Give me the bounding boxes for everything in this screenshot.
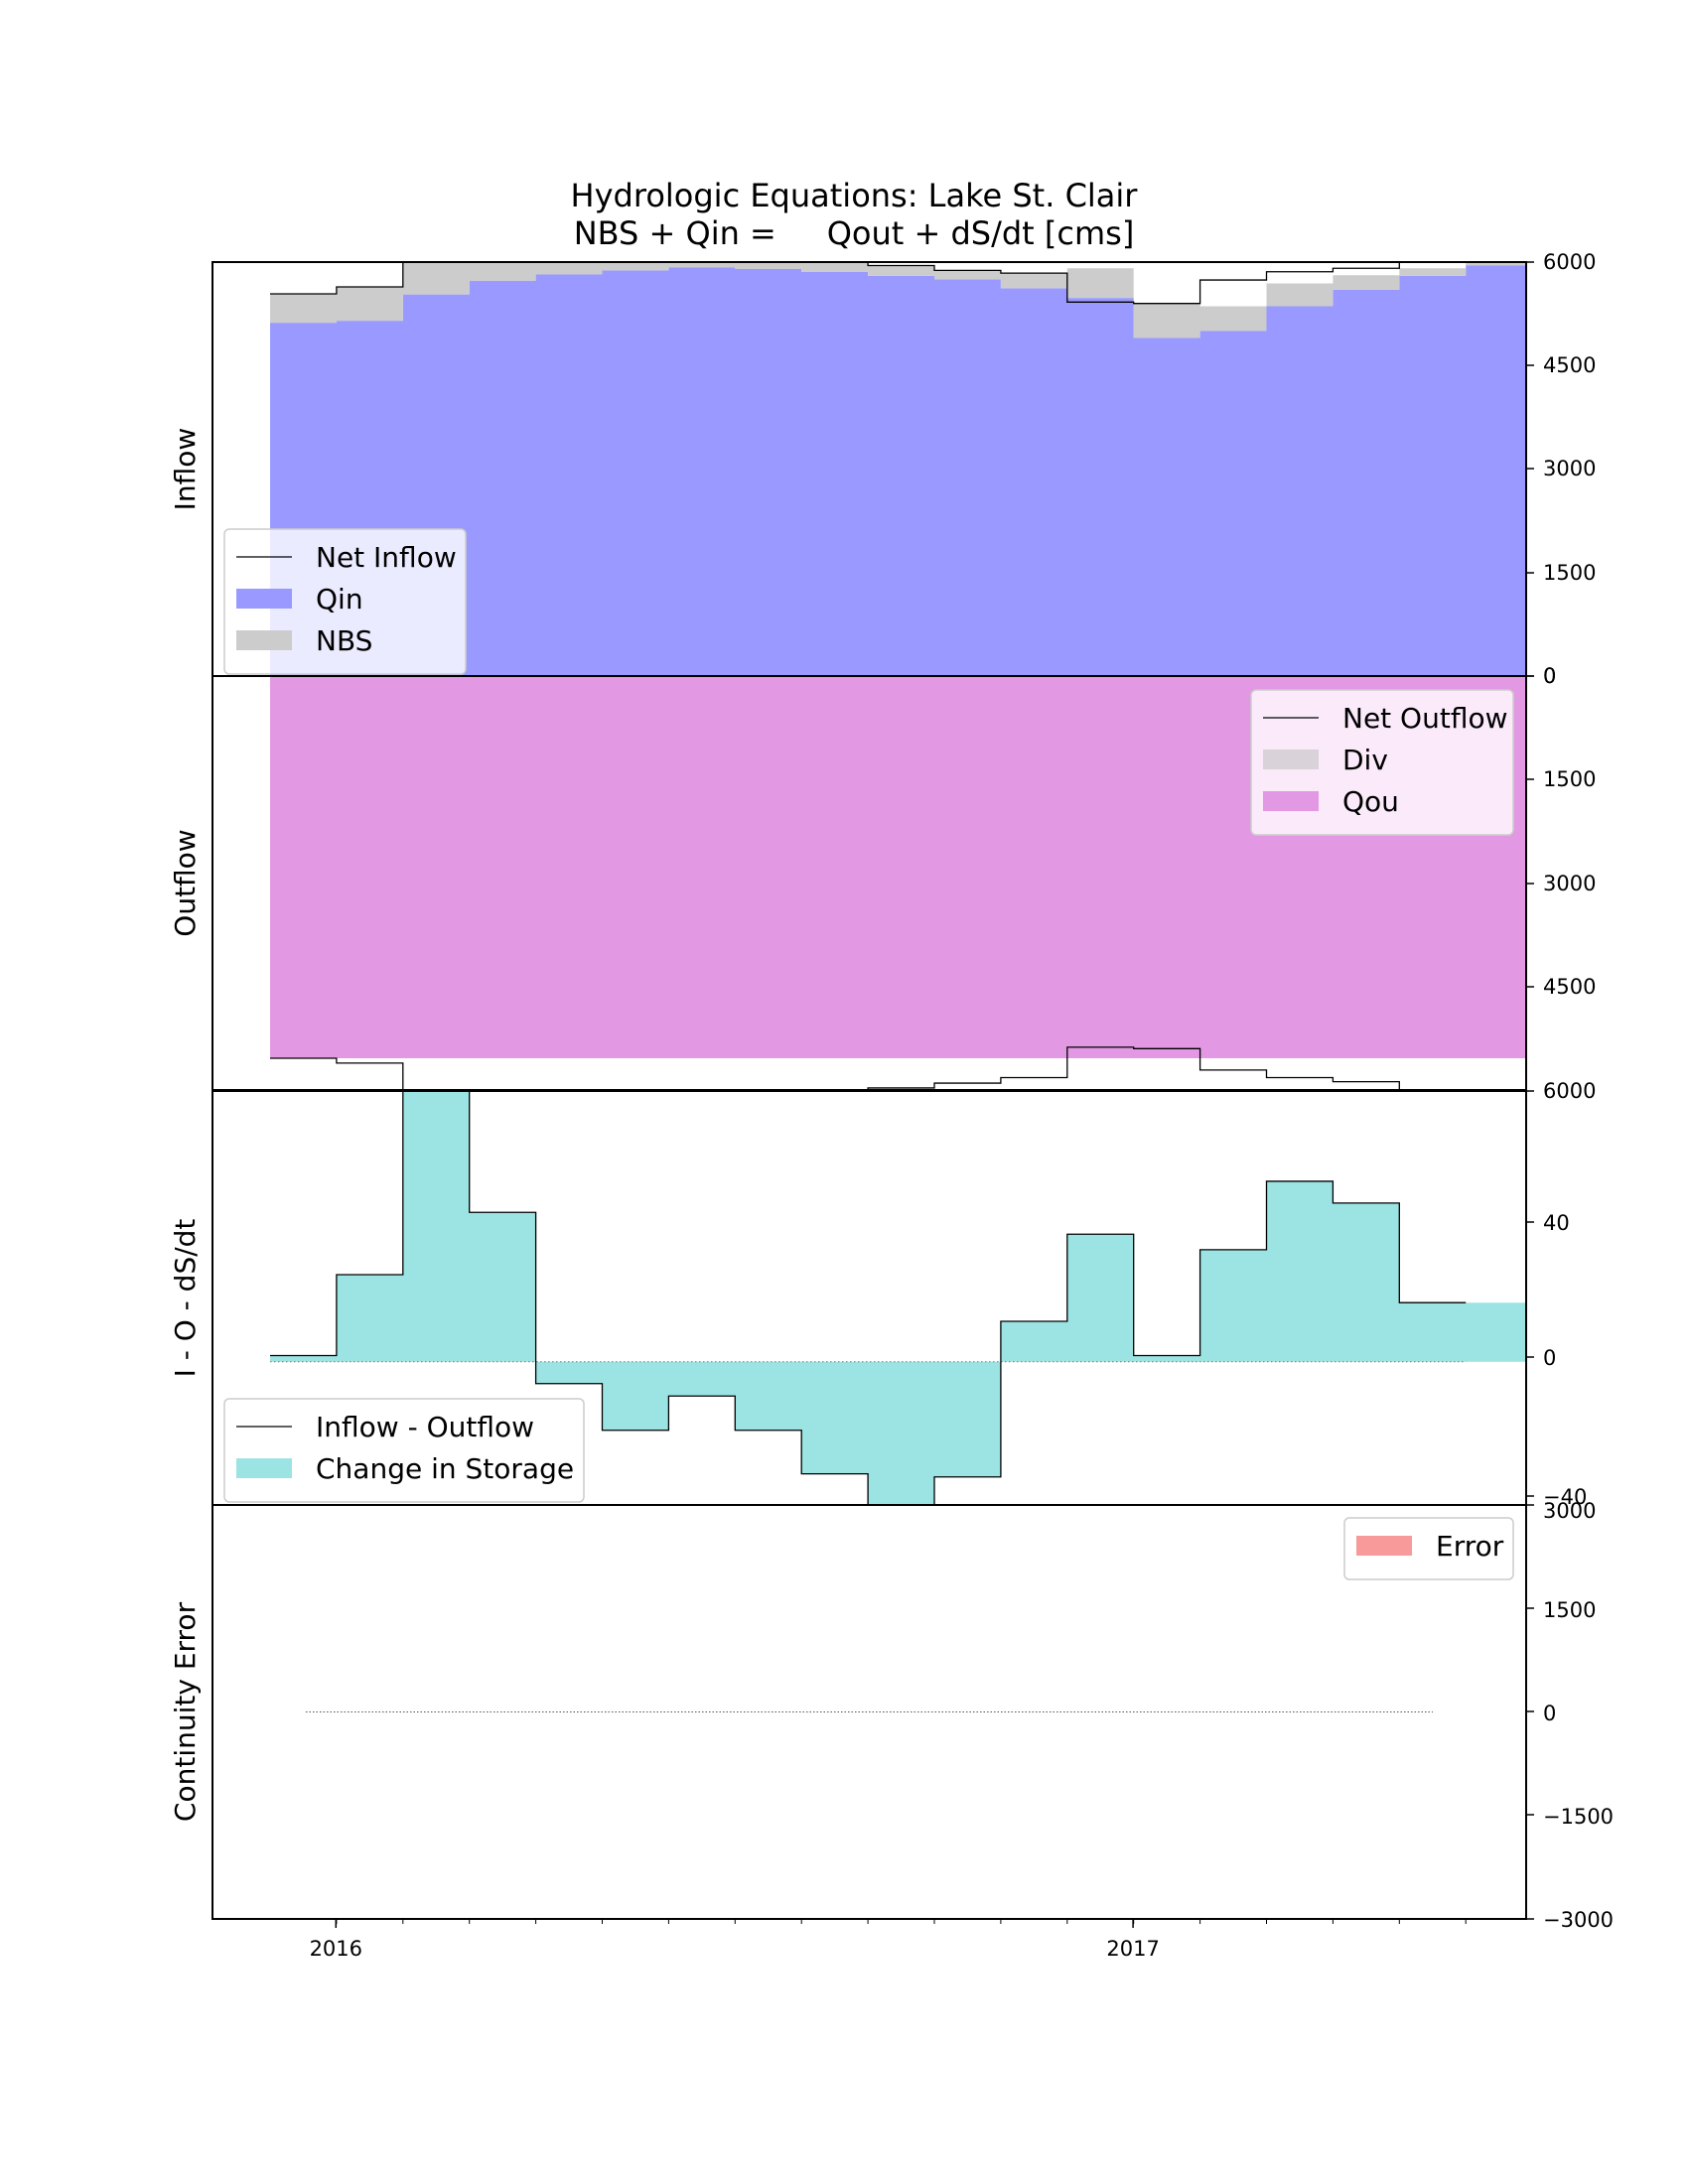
xtick-label: 2017 xyxy=(1106,1937,1159,1961)
legend-outflow: Net Outflow Div Qou xyxy=(1250,689,1514,836)
ytick-label: 0 xyxy=(1543,1346,1556,1370)
legend-label: NBS xyxy=(316,624,372,657)
ylabel-error: Continuity Error xyxy=(169,1601,202,1822)
ytick-label: 40 xyxy=(1543,1211,1570,1235)
legend-label: Net Outflow xyxy=(1342,702,1507,735)
ytick-label: 0 xyxy=(1543,664,1556,688)
legend-swatch-patch xyxy=(236,589,292,609)
legend-swatch-patch xyxy=(236,1458,292,1478)
legend-label: Error xyxy=(1436,1530,1504,1563)
legend-swatch-patch xyxy=(1356,1536,1412,1556)
ytick-label: −1500 xyxy=(1543,1805,1614,1829)
legend-label: Net Inflow xyxy=(316,541,457,574)
plot-area-storage xyxy=(270,1091,1526,1505)
ytick-label: −40 xyxy=(1543,1485,1587,1509)
inflow-minus-outflow-line xyxy=(270,1091,1467,1505)
panel-error: Continuity Error 3000 1500 0 −1500 −3000 Error xyxy=(169,1499,1614,1932)
legend-box xyxy=(1343,1517,1514,1580)
legend-label: Change in Storage xyxy=(316,1452,574,1485)
ytick-label: 1500 xyxy=(1543,561,1596,585)
legend-error: Error xyxy=(1343,1517,1514,1580)
ytick-label: 3000 xyxy=(1543,457,1596,480)
ytick-label: 6000 xyxy=(1543,1079,1596,1103)
legend-swatch-patch xyxy=(1263,791,1319,811)
ytick-label: 6000 xyxy=(1543,250,1596,274)
ytick-label: 4500 xyxy=(1543,975,1596,999)
ytick-label: 3000 xyxy=(1543,1499,1596,1523)
ytick-label: 0 xyxy=(1543,664,1556,688)
ylabel-storage: I - O - dS/dt xyxy=(169,1219,202,1378)
x-axis: 2016 2017 xyxy=(310,1919,1467,1961)
legend-label: Div xyxy=(1342,744,1388,776)
ytick-label: −3000 xyxy=(1543,1908,1614,1932)
legend-inflow: Net Inflow Qin NBS xyxy=(223,528,467,675)
legend-swatch-patch xyxy=(1263,750,1319,769)
legend-label: Qin xyxy=(316,583,363,615)
ylabel-inflow: Inflow xyxy=(169,428,202,511)
legend-storage: Inflow - Outflow Change in Storage xyxy=(223,1398,585,1503)
legend-label: Qou xyxy=(1342,785,1399,818)
ytick-label: 3000 xyxy=(1543,872,1596,895)
change-in-storage-area xyxy=(270,1091,1526,1505)
ytick-label: 0 xyxy=(1543,1702,1556,1725)
net-outflow-line xyxy=(270,1046,1467,1090)
net-inflow-line xyxy=(270,262,1467,305)
plot-area-inflow xyxy=(270,262,1526,676)
qou-area xyxy=(270,676,1526,1059)
chart-panels: Inflow 0 1500 3000 4500 6000 Net Inflow Qin NBS O… xyxy=(169,250,1614,1932)
legend-box xyxy=(223,1398,585,1503)
nbs-area xyxy=(270,262,1526,339)
panel-outflow: Outflow 0 1500 3000 4500 6000 Net Outflow Div Qo… xyxy=(169,664,1596,1103)
ytick-label: 4500 xyxy=(1543,353,1596,377)
legend-swatch-patch xyxy=(236,630,292,650)
ylabel-outflow: Outflow xyxy=(169,829,202,936)
ytick-label: 1500 xyxy=(1543,1598,1596,1622)
ytick-label: 1500 xyxy=(1543,767,1596,791)
qin-area xyxy=(270,265,1526,676)
panel-storage: I - O - dS/dt 40 0 −40 Inflow - Outflow Chang… xyxy=(169,1090,1587,1509)
legend-label: Inflow - Outflow xyxy=(316,1411,534,1443)
chart-title-line1: Hydrologic Equations: Lake St. Clair xyxy=(571,177,1139,214)
chart-title-line2: NBS + Qin = Qout + dS/dt [cms] xyxy=(574,214,1135,252)
panel-inflow: Inflow 0 1500 3000 4500 6000 Net Inflow Qin NBS xyxy=(169,250,1596,688)
plot-area-outflow xyxy=(270,676,1526,1090)
xtick-label: 2016 xyxy=(310,1937,362,1961)
